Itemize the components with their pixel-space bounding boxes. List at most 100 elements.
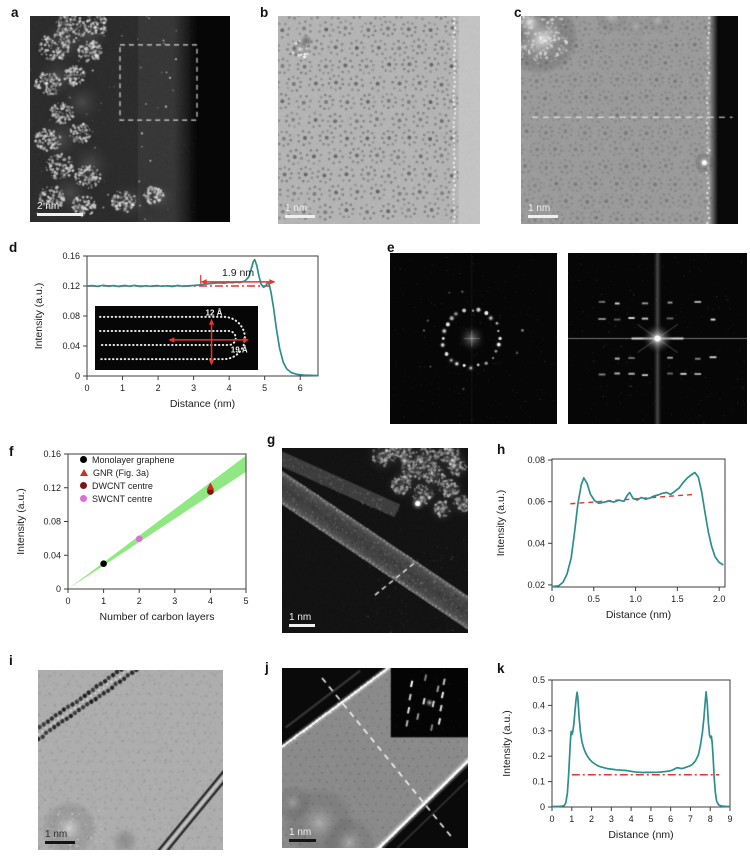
panel-g-micrograph: 1 nm (282, 448, 468, 633)
panel-label-e: e (387, 240, 395, 255)
scale-bar-b: 1 nm (285, 202, 315, 218)
scale-bar-label: 1 nm (528, 202, 551, 214)
svg-text:9: 9 (727, 814, 732, 824)
scale-bar-line (37, 212, 83, 216)
micrograph-i (38, 670, 223, 850)
scale-bar-line (45, 840, 75, 844)
svg-text:Intensity (a.u.): Intensity (a.u.) (501, 710, 513, 777)
scale-bar-a: 2 nm (37, 201, 83, 216)
scale-bar-label: 1 nm (45, 828, 68, 840)
panel-label-k: k (497, 661, 505, 676)
legend-marker (80, 456, 87, 463)
svg-text:Number of carbon layers: Number of carbon layers (100, 611, 215, 623)
micrograph-g (282, 448, 468, 633)
micrograph-c (521, 16, 738, 224)
svg-text:2.0: 2.0 (713, 594, 726, 604)
svg-text:0: 0 (75, 371, 80, 381)
scale-bar-label: 1 nm (285, 202, 308, 214)
svg-text:0: 0 (549, 594, 554, 604)
svg-text:2: 2 (137, 596, 142, 606)
svg-text:1: 1 (569, 814, 574, 824)
svg-text:Distance (nm): Distance (nm) (170, 398, 235, 410)
legend-label: DWCNT centre (92, 480, 153, 491)
svg-text:8: 8 (708, 814, 713, 824)
svg-text:0.02: 0.02 (527, 580, 545, 590)
svg-text:0.2: 0.2 (532, 751, 545, 761)
svg-text:0.04: 0.04 (62, 341, 80, 351)
svg-text:Distance (nm): Distance (nm) (606, 609, 671, 621)
panel-label-d: d (9, 240, 18, 255)
legend-item-swcnt-centre: SWCNT centre (80, 492, 175, 505)
svg-text:Intensity (a.u.): Intensity (a.u.) (33, 283, 45, 350)
svg-text:0: 0 (84, 383, 89, 393)
svg-text:1: 1 (120, 383, 125, 393)
legend-label: Monolayer graphene (92, 454, 175, 465)
svg-text:5: 5 (243, 596, 248, 606)
panel-label-h: h (497, 442, 506, 457)
svg-text:5: 5 (262, 383, 267, 393)
panel-label-b: b (260, 5, 269, 20)
svg-text:4: 4 (227, 383, 232, 393)
legend-item-monolayer-graphene: Monolayer graphene (80, 453, 175, 466)
svg-text:0: 0 (549, 814, 554, 824)
svg-text:Intensity (a.u.): Intensity (a.u.) (495, 490, 507, 557)
svg-text:6: 6 (298, 383, 303, 393)
svg-text:0.5: 0.5 (532, 675, 545, 685)
svg-text:0.12: 0.12 (62, 281, 80, 291)
micrograph-a (30, 16, 230, 222)
legend-item-dwcnt-centre: DWCNT centre (80, 479, 175, 492)
panel-b-micrograph: 1 nm (278, 16, 480, 224)
chart-k-intensity-profile: 0 1 2 3 4 5 6 7 8 9 0 0.1 0.2 0.3 0.4 0.5 Distance (nm) I… (501, 675, 733, 841)
svg-text:1.5: 1.5 (671, 594, 684, 604)
svg-text:Intensity (a.u.): Intensity (a.u.) (15, 488, 27, 555)
scale-bar-g: 1 nm (289, 611, 315, 627)
fft-right (568, 253, 747, 424)
svg-text:0.16: 0.16 (43, 449, 61, 459)
svg-text:0.08: 0.08 (43, 517, 61, 527)
svg-text:19 Å: 19 Å (231, 346, 248, 355)
chart-h-intensity-profile: 0 0.5 1.0 1.5 2.0 0.02 0.04 0.06 0.08 Distance (n… (495, 455, 726, 621)
svg-text:1.0: 1.0 (629, 594, 642, 604)
svg-text:4: 4 (629, 814, 634, 824)
legend: Monolayer graphene GNR (Fig. 3a) DWCNT c… (80, 453, 175, 505)
svg-text:0.08: 0.08 (527, 455, 545, 465)
svg-text:3: 3 (191, 383, 196, 393)
scale-bar-line (289, 623, 315, 627)
legend-marker (80, 469, 88, 476)
svg-text:0.3: 0.3 (532, 726, 545, 736)
fft-left (390, 253, 557, 424)
scale-bar-i: 1 nm (45, 828, 75, 844)
svg-text:0.4: 0.4 (532, 700, 545, 710)
legend-marker (80, 495, 87, 502)
svg-text:1.9 nm: 1.9 nm (222, 267, 254, 279)
micrograph-j (282, 668, 468, 848)
svg-text:0: 0 (540, 802, 545, 812)
panel-label-a: a (11, 5, 19, 20)
panel-a-micrograph: 2 nm (30, 16, 230, 222)
svg-text:0.5: 0.5 (588, 594, 601, 604)
svg-text:0.06: 0.06 (527, 497, 545, 507)
svg-text:5: 5 (648, 814, 653, 824)
svg-text:0.04: 0.04 (527, 538, 545, 548)
svg-text:1: 1 (101, 596, 106, 606)
svg-text:0.08: 0.08 (62, 311, 80, 321)
svg-text:0.1: 0.1 (532, 777, 545, 787)
panel-label-i: i (9, 653, 13, 668)
scale-bar-line (289, 838, 316, 842)
scale-bar-label: 1 nm (289, 611, 312, 623)
svg-text:12 Å: 12 Å (206, 309, 223, 318)
legend-item-gnr: GNR (Fig. 3a) (80, 466, 175, 479)
svg-text:7: 7 (688, 814, 693, 824)
svg-text:4: 4 (208, 596, 213, 606)
svg-text:0: 0 (56, 584, 61, 594)
svg-text:0: 0 (65, 596, 70, 606)
svg-text:0.16: 0.16 (62, 251, 80, 261)
svg-text:3: 3 (172, 596, 177, 606)
svg-text:3: 3 (609, 814, 614, 824)
scale-bar-label: 1 nm (289, 826, 312, 838)
micrograph-b (278, 16, 480, 224)
svg-text:Distance (nm): Distance (nm) (608, 829, 673, 841)
panel-label-c: c (514, 5, 522, 20)
legend-label: SWCNT centre (92, 493, 153, 504)
